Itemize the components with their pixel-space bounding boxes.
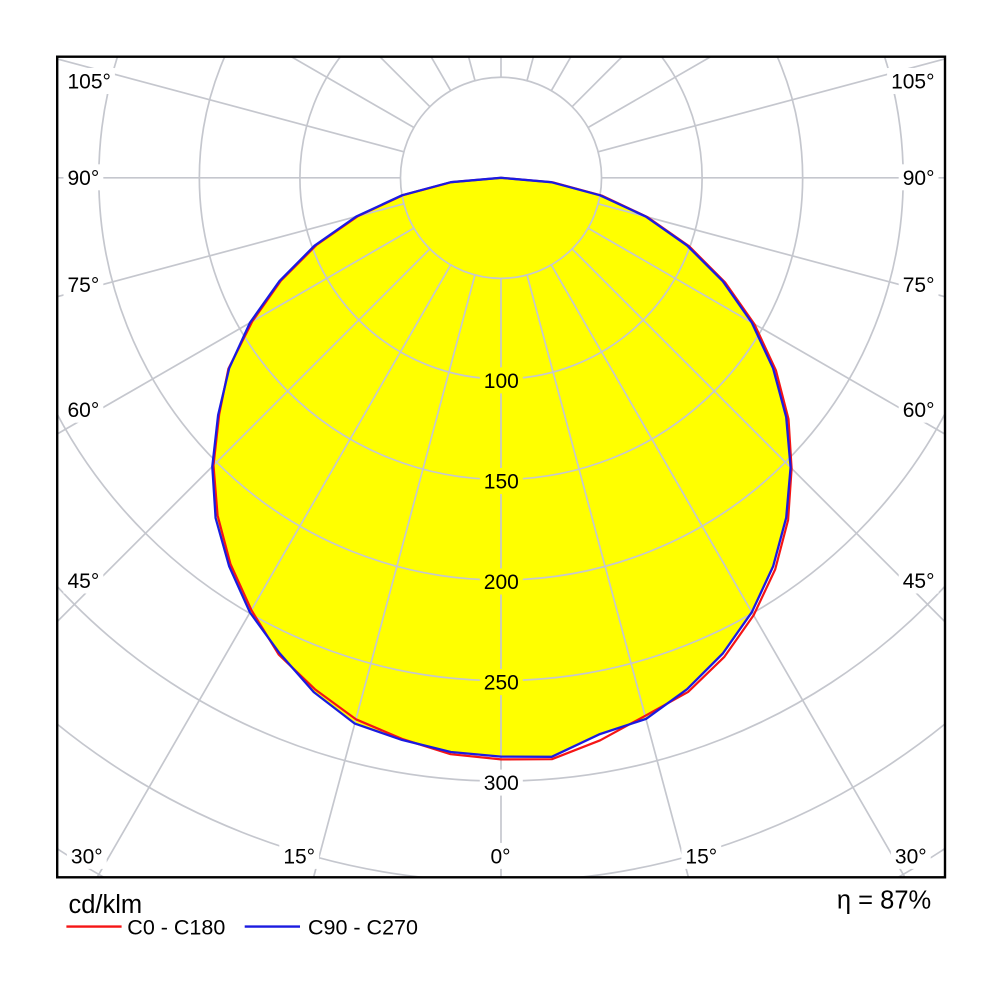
svg-text:45°: 45°: [68, 570, 100, 593]
svg-text:250: 250: [484, 672, 519, 695]
svg-text:15°: 15°: [283, 845, 315, 868]
svg-text:100: 100: [484, 370, 519, 393]
svg-text:30°: 30°: [895, 845, 927, 868]
svg-text:90°: 90°: [68, 167, 100, 190]
svg-text:105°: 105°: [68, 71, 111, 94]
svg-text:C90 - C270: C90 - C270: [308, 915, 418, 939]
svg-text:75°: 75°: [903, 274, 935, 297]
svg-text:C0 - C180: C0 - C180: [127, 915, 225, 939]
svg-text:0°: 0°: [490, 845, 510, 868]
svg-text:30°: 30°: [71, 845, 103, 868]
svg-text:75°: 75°: [68, 274, 100, 297]
svg-text:45°: 45°: [903, 570, 935, 593]
svg-text:η = 87%: η = 87%: [837, 887, 931, 915]
svg-text:60°: 60°: [903, 399, 935, 422]
svg-text:90°: 90°: [903, 167, 935, 190]
svg-text:300: 300: [484, 772, 519, 795]
svg-text:150: 150: [484, 471, 519, 494]
svg-text:60°: 60°: [68, 399, 100, 422]
svg-text:cd/klm: cd/klm: [69, 891, 143, 919]
svg-text:105°: 105°: [891, 71, 934, 94]
svg-text:15°: 15°: [685, 845, 717, 868]
svg-text:200: 200: [484, 571, 519, 594]
